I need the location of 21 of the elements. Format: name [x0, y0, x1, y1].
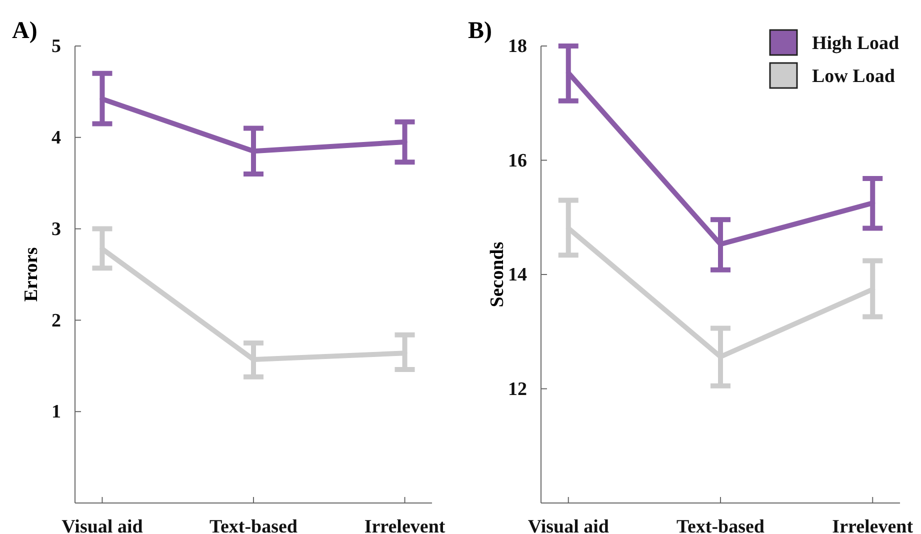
y-axis-title: Errors	[21, 247, 42, 302]
x-tick-label: Irrelevent	[364, 516, 446, 534]
x-tick-label: Text-based	[210, 516, 298, 534]
y-tick-label: 14	[508, 264, 528, 286]
x-tick-label: Text-based	[676, 516, 765, 534]
y-tick-label: 12	[508, 378, 527, 400]
legend-label: High Load	[812, 33, 900, 54]
chart-title: B)	[468, 18, 492, 44]
legend-label: Low Load	[812, 66, 896, 87]
x-tick-label: Irrelevent	[832, 516, 914, 534]
y-tick-label: 5	[52, 36, 61, 58]
chart-title: A)	[12, 18, 38, 44]
y-tick-label: 3	[52, 218, 61, 240]
y-tick-label: 2	[52, 310, 61, 332]
y-axis-title: Seconds	[487, 242, 508, 308]
y-tick-label: 1	[52, 402, 61, 423]
y-tick-label: 16	[508, 150, 527, 172]
y-tick-label: 4	[52, 127, 62, 148]
x-tick-label: Visual aid	[528, 516, 610, 534]
x-tick-label: Visual aid	[62, 516, 144, 534]
y-tick-label: 18	[508, 36, 527, 58]
